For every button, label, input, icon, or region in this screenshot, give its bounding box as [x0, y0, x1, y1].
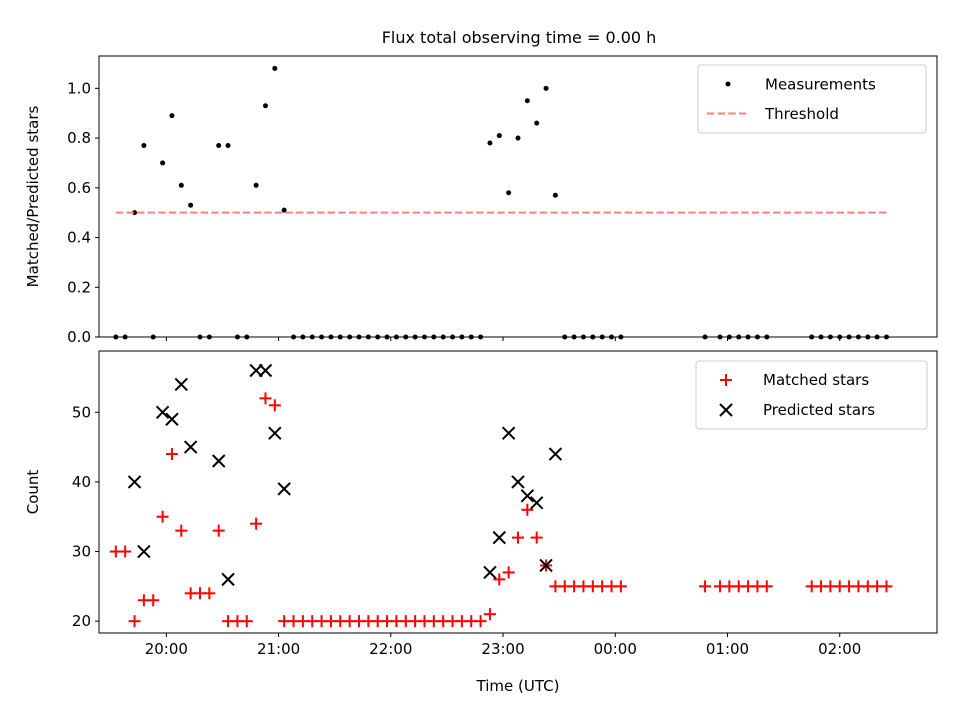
top-legend: Measurements Threshold [698, 65, 926, 133]
y-tick-label: 50 [72, 403, 91, 421]
measurement-point [141, 143, 146, 148]
x-tick-label: 20:00 [145, 640, 188, 658]
measurement-point [216, 143, 221, 148]
x-tick-label: 00:00 [594, 640, 637, 658]
measurement-point [160, 160, 165, 165]
bottom-y-axis-label: Count [24, 470, 42, 515]
y-tick-label: 0.6 [67, 179, 91, 197]
bottom-legend: Matched stars Predicted stars [696, 361, 927, 429]
legend-predicted-label: Predicted stars [763, 401, 875, 419]
top-y-axis-label: Matched/Predicted stars [24, 106, 42, 288]
x-axis-label: Time (UTC) [476, 677, 560, 695]
legend-measurements-label: Measurements [765, 76, 876, 94]
y-tick-label: 40 [72, 473, 91, 491]
x-tick-label: 21:00 [257, 640, 300, 658]
measurement-point [553, 193, 558, 198]
measurement-point [263, 103, 268, 108]
x-tick-label: 02:00 [818, 640, 861, 658]
x-tick-label: 22:00 [369, 640, 412, 658]
y-tick-label: 0.2 [67, 278, 91, 296]
x-tick-label: 23:00 [481, 640, 524, 658]
measurement-point [506, 190, 511, 195]
y-tick-label: 20 [72, 612, 91, 630]
measurement-point [188, 203, 193, 208]
legend-threshold-label: Threshold [764, 105, 839, 123]
x-tick-label: 01:00 [706, 640, 749, 658]
measurement-point [226, 143, 231, 148]
y-tick-label: 0.4 [67, 229, 91, 247]
y-tick-label: 1.0 [67, 79, 91, 97]
y-tick-label: 0.8 [67, 129, 91, 147]
measurement-point [272, 66, 277, 71]
legend-matched-label: Matched stars [763, 371, 869, 389]
measurement-point [497, 133, 502, 138]
measurement-point [169, 113, 174, 118]
y-tick-label: 0.0 [67, 328, 91, 346]
figure: Flux total observing time = 0.00 h 0.0 0.… [0, 0, 960, 720]
measurement-point [525, 98, 530, 103]
measurement-point [179, 183, 184, 188]
legend-measurements-marker [726, 82, 731, 87]
measurement-point [534, 121, 539, 126]
measurement-point [487, 141, 492, 146]
measurement-point [254, 183, 259, 188]
y-tick-label: 30 [72, 543, 91, 561]
measurement-point [516, 136, 521, 141]
measurement-point [544, 86, 549, 91]
figure-title: Flux total observing time = 0.00 h [382, 28, 657, 47]
